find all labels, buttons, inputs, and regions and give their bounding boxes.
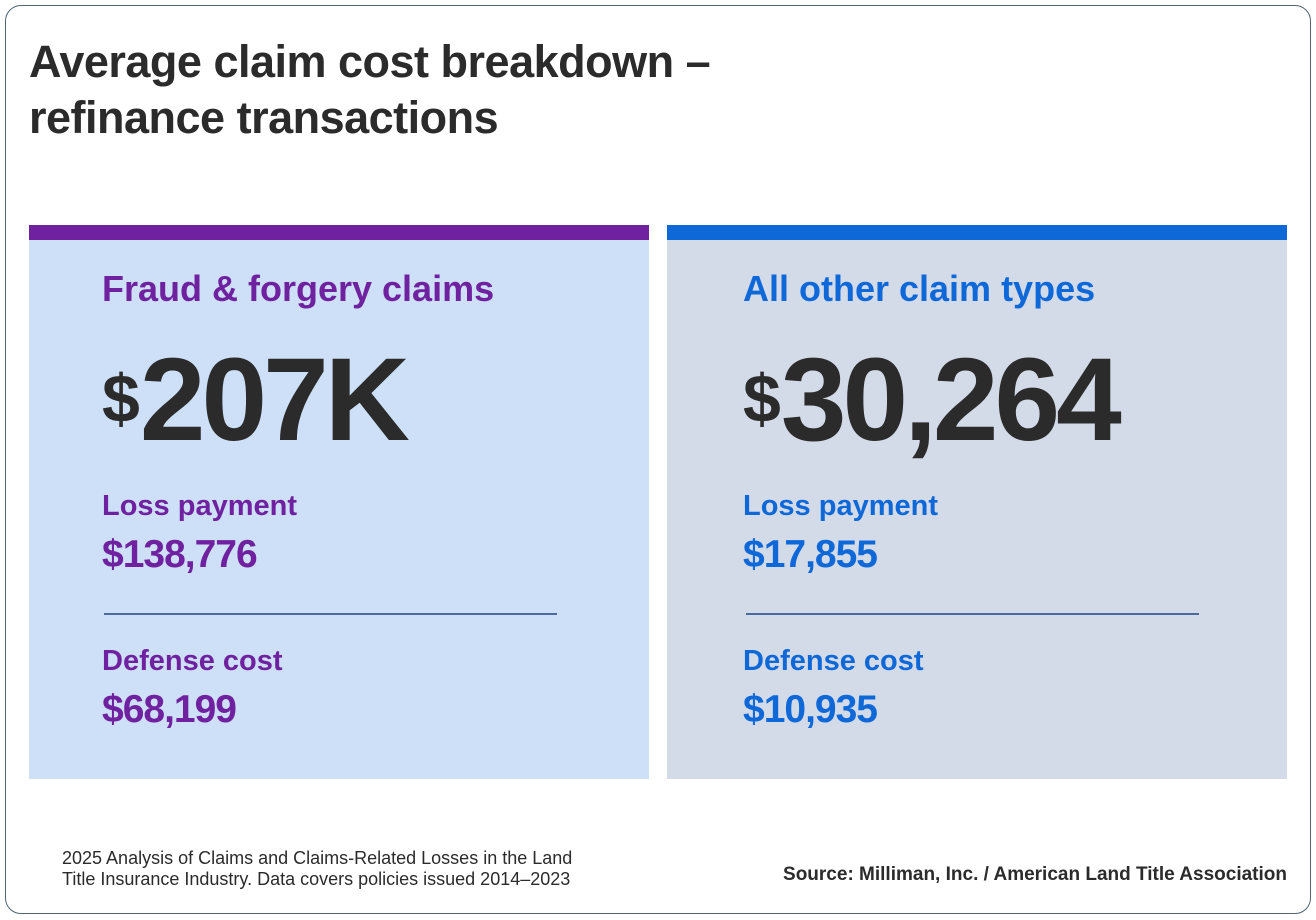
footnote-line-1: 2025 Analysis of Claims and Claims-Relat… xyxy=(62,848,573,868)
loss-payment-label: Loss payment xyxy=(102,490,297,522)
panel-accent-bar xyxy=(29,225,649,240)
total-cost: $207K xyxy=(102,340,410,460)
divider xyxy=(104,613,557,615)
defense-cost-value: $10,935 xyxy=(743,688,878,731)
loss-payment-value: $138,776 xyxy=(102,533,258,576)
other-claims-panel xyxy=(667,225,1287,779)
divider xyxy=(746,613,1199,615)
total-value: 30,264 xyxy=(780,334,1122,466)
source-credit: Source: Milliman, Inc. / American Land T… xyxy=(783,864,1287,885)
fraud-forgery-panel xyxy=(29,225,649,779)
total-value: 207K xyxy=(139,334,410,466)
loss-payment-value: $17,855 xyxy=(743,533,878,576)
defense-cost-value: $68,199 xyxy=(102,688,237,731)
loss-payment-label: Loss payment xyxy=(743,490,938,522)
currency-symbol: $ xyxy=(743,361,781,437)
currency-symbol: $ xyxy=(102,361,140,437)
title-line-2: refinance transactions xyxy=(29,92,499,143)
panel-heading: All other claim types xyxy=(743,268,1096,309)
total-cost: $30,264 xyxy=(743,340,1122,460)
footnote-line-2: Title Insurance Industry. Data covers po… xyxy=(62,869,571,889)
panel-accent-bar xyxy=(667,225,1287,240)
title-line-1: Average claim cost breakdown – xyxy=(29,36,711,87)
page-title: Average claim cost breakdown – refinance… xyxy=(29,34,711,146)
defense-cost-label: Defense cost xyxy=(102,645,283,677)
defense-cost-label: Defense cost xyxy=(743,645,924,677)
panel-heading: Fraud & forgery claims xyxy=(102,268,495,309)
footnote: 2025 Analysis of Claims and Claims-Relat… xyxy=(62,848,662,890)
